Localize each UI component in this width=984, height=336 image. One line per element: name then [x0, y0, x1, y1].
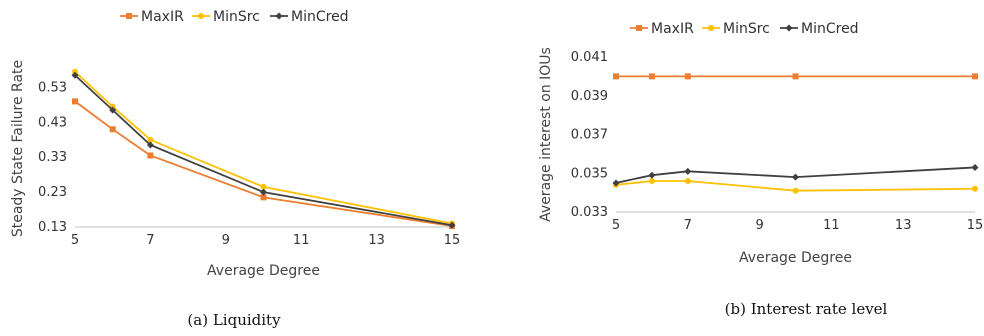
- data-point-minsrc: [147, 136, 154, 143]
- series-line-minsrc: [74, 71, 453, 225]
- y-tick-label: 0.039: [571, 89, 608, 104]
- legend-label-maxir: MaxIR: [141, 9, 184, 25]
- data-point-maxir: [109, 126, 116, 133]
- legend-label-mincred: MinCred: [291, 9, 349, 25]
- data-point-maxir: [72, 98, 78, 105]
- data-point-maxir: [613, 73, 619, 80]
- y-tick-label: 0.033: [571, 205, 608, 220]
- x-tick-label: 9: [222, 233, 230, 248]
- x-tick-label: 11: [293, 233, 310, 248]
- legend: MaxIR MinSrc MinCred: [120, 9, 349, 25]
- series-maxir: [72, 98, 455, 229]
- data-point-maxir: [684, 73, 691, 80]
- data-point-mincred: [71, 71, 79, 79]
- legend-label-maxir: MaxIR: [651, 21, 694, 37]
- x-tick-label: 13: [368, 233, 385, 248]
- y-tick-label: 0.33: [38, 150, 67, 165]
- data-point-mincred: [684, 167, 692, 175]
- x-tick-label: 7: [684, 218, 692, 233]
- data-point-mincred: [109, 106, 117, 114]
- legend-swatch-marker: [198, 13, 204, 19]
- data-point-mincred: [448, 221, 456, 229]
- data-point-mincred: [260, 188, 267, 196]
- data-point-mincred: [612, 179, 620, 187]
- x-axis-title: Average Degree: [207, 263, 320, 279]
- x-tick-label: 5: [71, 233, 79, 248]
- data-point-minsrc: [972, 185, 978, 192]
- y-tick-label: 0.53: [38, 80, 67, 95]
- chart-interest-rate: 0.033 0.035 0.037 0.039 0.041 5 7 9 11 13 15 Averag…: [538, 21, 983, 318]
- legend-label-minsrc: MinSrc: [723, 21, 770, 37]
- data-point-mincred: [792, 173, 799, 181]
- series-minsrc: [72, 68, 455, 227]
- series-line-maxir: [74, 100, 453, 227]
- legend-label-mincred: MinCred: [801, 21, 859, 37]
- x-tick-label: 15: [967, 218, 984, 233]
- data-point-maxir: [648, 73, 655, 80]
- x-tick-label: 9: [755, 218, 763, 233]
- data-point-maxir: [972, 73, 978, 80]
- data-point-mincred: [971, 163, 979, 171]
- legend-swatch-marker: [708, 25, 714, 31]
- y-tick-label: 0.43: [38, 115, 67, 130]
- legend-label-minsrc: MinSrc: [213, 9, 260, 25]
- series-line-mincred: [74, 74, 453, 227]
- data-point-mincred: [146, 141, 154, 149]
- x-axis-title: Average Degree: [739, 250, 852, 266]
- data-point-mincred: [648, 171, 656, 179]
- y-tick-label: 0.041: [571, 50, 608, 65]
- series-mincred: [71, 71, 456, 229]
- legend-swatch-marker: [785, 24, 793, 32]
- x-tick-label: 15: [444, 233, 461, 248]
- y-tick-label: 0.035: [571, 166, 608, 181]
- series-maxir: [613, 73, 978, 80]
- chart-caption: (b) Interest rate level: [725, 300, 888, 318]
- legend-swatch-marker: [636, 25, 642, 31]
- y-tick-label: 0.037: [571, 128, 608, 143]
- data-point-maxir: [147, 152, 154, 159]
- chart-caption: (a) Liquidity: [187, 311, 281, 329]
- x-tick-label: 7: [146, 233, 154, 248]
- series-mincred: [612, 163, 979, 187]
- x-tick-label: 5: [612, 218, 620, 233]
- data-point-minsrc: [684, 178, 691, 184]
- data-point-minsrc: [648, 178, 655, 184]
- legend-swatch-marker: [275, 12, 283, 20]
- data-point-maxir: [260, 194, 267, 201]
- data-point-maxir: [792, 73, 799, 80]
- x-tick-label: 13: [895, 218, 912, 233]
- legend-swatch-marker: [126, 13, 132, 19]
- data-point-minsrc: [260, 183, 267, 190]
- chart-liquidity: 0.13 0.23 0.33 0.43 0.53 5 7 9 11 13 15 Average Deg…: [10, 9, 460, 329]
- data-point-minsrc: [792, 187, 799, 194]
- x-tick-label: 11: [823, 218, 840, 233]
- y-axis-title: Steady State Failure Rate: [10, 60, 26, 237]
- y-tick-label: 0.13: [38, 220, 67, 235]
- y-tick-label: 0.23: [38, 185, 67, 200]
- y-axis-title: Average interest on IOUs: [538, 47, 554, 222]
- legend: MaxIR MinSrc MinCred: [630, 21, 859, 37]
